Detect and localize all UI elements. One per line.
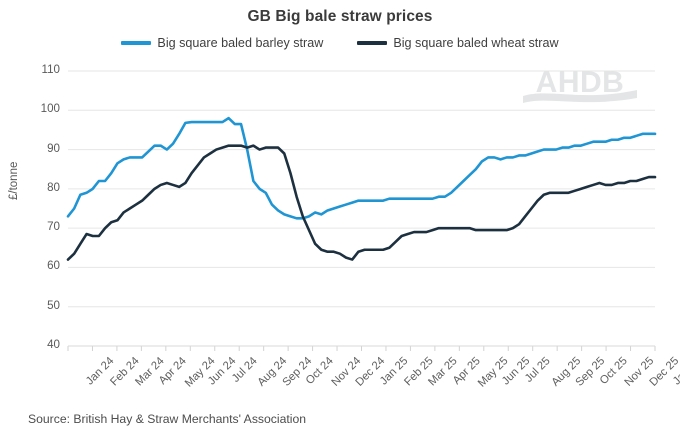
y-axis-tick-label: 110 <box>41 63 60 76</box>
legend-swatch-barley <box>121 41 152 45</box>
series-line-wheat <box>66 144 657 261</box>
ahdb-logo-text: AHDB <box>536 66 625 99</box>
y-axis-tick-label: 50 <box>47 298 60 312</box>
y-axis-tick-label: 80 <box>47 180 60 194</box>
data-series-paths <box>66 116 657 261</box>
ahdb-logo: AHDB <box>523 66 637 103</box>
x-axis-ticks <box>67 346 656 351</box>
legend-label-wheat: Big square baled wheat straw <box>393 36 559 50</box>
legend-item-wheat[interactable]: Big square baled wheat straw <box>357 36 559 50</box>
source-note: Source: British Hay & Straw Merchants' A… <box>28 412 307 426</box>
legend-item-barley[interactable]: Big square baled barley straw <box>121 36 323 50</box>
series-line-barley <box>66 116 657 220</box>
y-axis-tick-label: 60 <box>47 259 60 273</box>
legend-label-barley: Big square baled barley straw <box>157 36 324 50</box>
y-axis-tick-label: 100 <box>40 102 60 116</box>
legend-swatch-wheat <box>357 41 388 45</box>
chart-title: GB Big bale straw prices <box>247 8 433 25</box>
ahdb-logo-swoosh <box>523 90 637 103</box>
y-axis-tick-label: 40 <box>47 338 60 351</box>
chart-legend: Big square baled barley straw Big square… <box>0 36 680 50</box>
gridlines <box>68 70 655 347</box>
y-axis-tick-label: 90 <box>47 141 60 155</box>
y-axis-tick-label: 70 <box>47 220 60 234</box>
